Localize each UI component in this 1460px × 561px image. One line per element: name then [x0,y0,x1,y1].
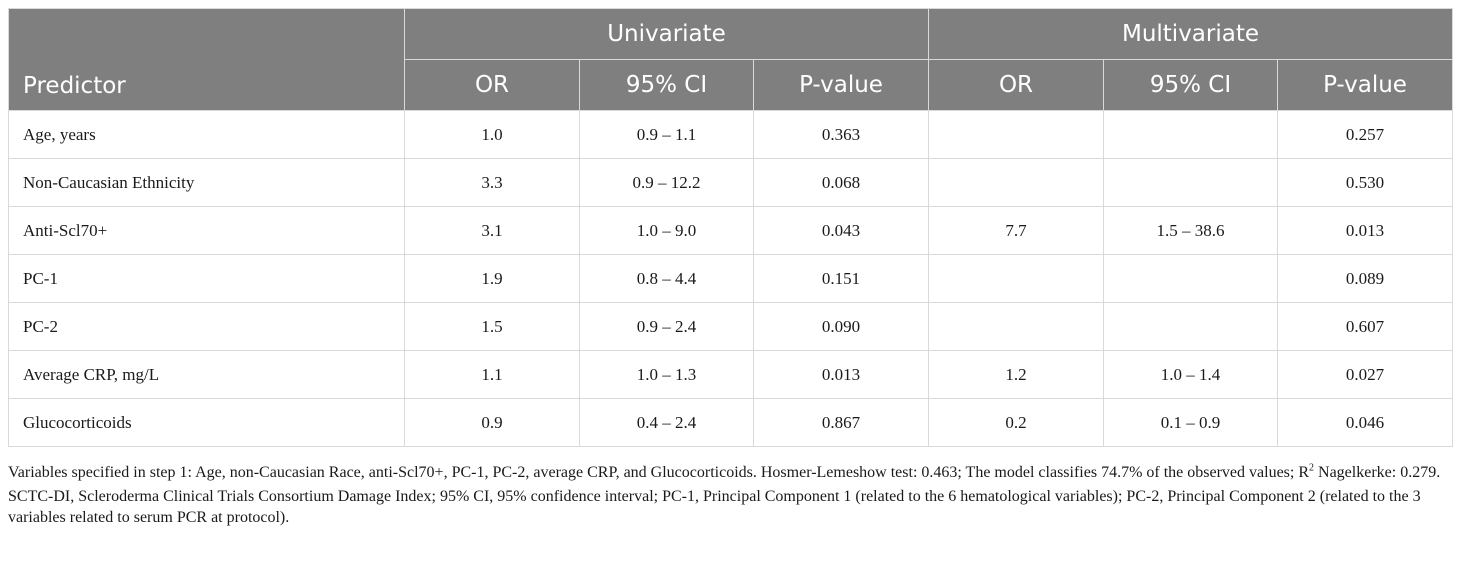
row-label: Non-Caucasian Ethnicity [8,158,405,207]
header-uni-pvalue: P-value [753,59,929,111]
table-cell: 0.043 [753,206,929,255]
table-cell: 0.027 [1277,350,1453,399]
table-cell: 0.9 – 12.2 [579,158,754,207]
table-row: PC-2 1.5 0.9 – 2.4 0.090 0.607 [8,302,1453,351]
header-group-multivariate: Multivariate [928,8,1453,60]
table-cell: 0.2 [928,398,1104,447]
table-cell: 0.1 – 0.9 [1103,398,1278,447]
row-label: PC-2 [8,302,405,351]
table-cell: 1.2 [928,350,1104,399]
header-multi-ci: 95% CI [1103,59,1278,111]
table-cell: 0.607 [1277,302,1453,351]
table-row: Non-Caucasian Ethnicity 3.3 0.9 – 12.2 0… [8,158,1453,207]
table-row: Average CRP, mg/L 1.1 1.0 – 1.3 0.013 1.… [8,350,1453,399]
row-label: Anti-Scl70+ [8,206,405,255]
table-cell [928,158,1104,207]
table-cell [1103,254,1278,303]
table-cell: 0.068 [753,158,929,207]
table-row: PC-1 1.9 0.8 – 4.4 0.151 0.089 [8,254,1453,303]
table-cell: 0.151 [753,254,929,303]
table-cell: 1.9 [404,254,580,303]
header-uni-or: OR [404,59,580,111]
table-footnotes: Variables specified in step 1: Age, non-… [8,462,1454,531]
table-cell: 0.9 – 1.1 [579,110,754,159]
r-squared-superscript: 2 [1309,462,1315,474]
header-uni-ci: 95% CI [579,59,754,111]
table-cell [928,254,1104,303]
table-cell: 0.4 – 2.4 [579,398,754,447]
table-cell: 1.0 – 1.4 [1103,350,1278,399]
header-group-univariate: Univariate [404,8,929,60]
table-cell: 3.3 [404,158,580,207]
row-label: Average CRP, mg/L [8,350,405,399]
table-cell [1103,302,1278,351]
table-cell: 1.0 [404,110,580,159]
table-row: Anti-Scl70+ 3.1 1.0 – 9.0 0.043 7.7 1.5 … [8,206,1453,255]
table-cell: 1.0 – 9.0 [579,206,754,255]
table-cell: 0.363 [753,110,929,159]
table-row: Age, years 1.0 0.9 – 1.1 0.363 0.257 [8,110,1453,159]
table-cell: 1.1 [404,350,580,399]
header-multi-pvalue: P-value [1277,59,1453,111]
table-cell: 0.257 [1277,110,1453,159]
table-cell: 1.5 – 38.6 [1103,206,1278,255]
table-cell: 1.0 – 1.3 [579,350,754,399]
footnote-text: Variables specified in step 1: Age, non-… [8,464,1310,481]
table-cell: 0.9 – 2.4 [579,302,754,351]
row-label: Glucocorticoids [8,398,405,447]
table-header: Predictor Univariate Multivariate OR 95%… [8,8,1453,111]
table-cell: 7.7 [928,206,1104,255]
row-label: Age, years [8,110,405,159]
table-cell: 0.013 [1277,206,1453,255]
table-cell: 3.1 [404,206,580,255]
footnote-abbreviations: SCTC-DI, Scleroderma Clinical Trials Con… [8,488,1421,526]
table-row: Glucocorticoids 0.9 0.4 – 2.4 0.867 0.2 … [8,398,1453,447]
header-multi-or: OR [928,59,1104,111]
header-predictor: Predictor [8,8,405,111]
footnote-text: Nagelkerke: 0.279. [1314,464,1441,481]
table-cell: 0.530 [1277,158,1453,207]
row-label: PC-1 [8,254,405,303]
table-cell [928,302,1104,351]
table-body: Age, years 1.0 0.9 – 1.1 0.363 0.257 Non… [8,110,1453,447]
table-cell: 0.8 – 4.4 [579,254,754,303]
regression-table-container: Predictor Univariate Multivariate OR 95%… [8,8,1453,447]
table-cell [928,110,1104,159]
table-cell [1103,110,1278,159]
table-cell: 1.5 [404,302,580,351]
table-cell: 0.013 [753,350,929,399]
table-cell: 0.089 [1277,254,1453,303]
table-cell: 0.867 [753,398,929,447]
footnote-model-summary: Variables specified in step 1: Age, non-… [8,462,1454,483]
table-cell [1103,158,1278,207]
table-cell: 0.046 [1277,398,1453,447]
table-cell: 0.9 [404,398,580,447]
regression-table: Predictor Univariate Multivariate OR 95%… [8,8,1453,447]
table-cell: 0.090 [753,302,929,351]
